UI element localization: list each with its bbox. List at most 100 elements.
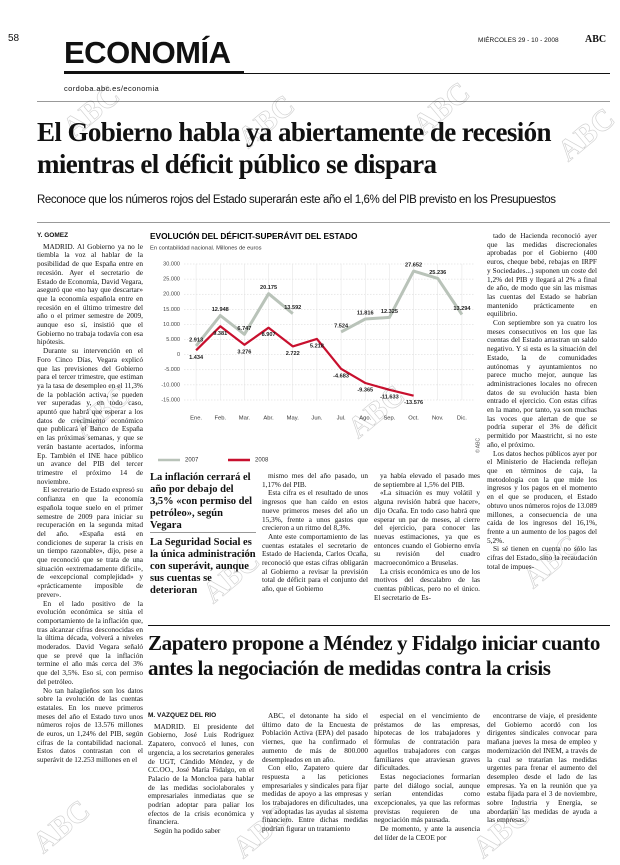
x-tick-label: Jun. bbox=[311, 416, 322, 422]
x-tick-label: Nov. bbox=[432, 416, 444, 422]
page-number: 58 bbox=[8, 33, 20, 44]
paragraph: Con septiembre son ya cuatro los meses c… bbox=[487, 318, 597, 449]
y-tick-label: 30.000 bbox=[163, 261, 180, 267]
data-label: 13.592 bbox=[284, 305, 301, 311]
y-tick-label: 25.000 bbox=[163, 277, 180, 283]
data-label: 20.175 bbox=[260, 285, 277, 291]
x-tick-label: Abr. bbox=[263, 416, 274, 422]
y-tick-label: -5.000 bbox=[164, 367, 180, 373]
text-column: mismo mes del año pasado, un 1,17% del P… bbox=[262, 472, 368, 622]
date: MIÉRCOLES 29 - 10 - 2008 bbox=[478, 37, 559, 44]
paragraph: Esta cifra es el resultado de unos ingre… bbox=[262, 488, 368, 533]
paragraph: Con ello, Zapatero quiere dar respuesta … bbox=[262, 763, 368, 834]
x-tick-label: Oct. bbox=[408, 416, 419, 422]
data-line bbox=[194, 269, 464, 347]
chart-subtitle: En contabilidad nacional. Millones de eu… bbox=[150, 246, 262, 252]
text-column: ABC, el detonante ha sido el último dato… bbox=[262, 712, 368, 843]
y-tick-label: 0 bbox=[177, 352, 180, 358]
data-label: 8.907 bbox=[262, 332, 276, 338]
paragraph: Si sé tienen en cuenta no sólo las cifra… bbox=[487, 544, 597, 571]
data-label: 2.722 bbox=[286, 351, 300, 357]
text-column: tado de Hacienda reconoció ayer que las … bbox=[487, 232, 597, 622]
rule bbox=[37, 101, 610, 102]
y-tick-label: 15.000 bbox=[163, 307, 180, 313]
paragraph: ya había elevado el pasado mes de septie… bbox=[374, 472, 480, 489]
data-label: 7.524 bbox=[334, 323, 349, 329]
paragraph: «La situación es muy volátil y alguna re… bbox=[374, 488, 480, 568]
paragraph: encontrarse de viaje, el presidente del … bbox=[487, 712, 597, 825]
x-tick-label: Ene. bbox=[190, 416, 202, 422]
text-column: encontrarse de viaje, el presidente del … bbox=[487, 712, 597, 843]
subheadline: Reconoce que los números rojos del Estad… bbox=[37, 194, 556, 206]
rule bbox=[148, 625, 610, 626]
paragraph: De momento, y ante la ausencia del líder… bbox=[374, 824, 480, 842]
rule bbox=[64, 71, 244, 74]
text-column: Y. GÓMEZ MADRID. Al Gobierno ya no le ti… bbox=[37, 232, 143, 843]
x-tick-label: Dic. bbox=[457, 416, 467, 422]
paragraph: ABC, el detonante ha sido el último dato… bbox=[262, 712, 368, 764]
paragraph: Durante su intervención en el Foro Cinco… bbox=[37, 346, 143, 486]
y-tick-label: -10.000 bbox=[161, 382, 180, 388]
data-label: 27.652 bbox=[405, 263, 422, 269]
paragraph: Los datos hechos públicos ayer por el Mi… bbox=[487, 448, 597, 545]
y-tick-label: -15.000 bbox=[161, 397, 180, 403]
data-label: 1.434 bbox=[189, 355, 204, 361]
pull-quote: La inflación cerrará el año por debajo d… bbox=[150, 472, 253, 531]
byline: Y. GÓMEZ bbox=[37, 232, 69, 239]
x-tick-label: Ago. bbox=[359, 416, 371, 422]
data-label: -11.633 bbox=[380, 394, 399, 400]
text-column: especial en el vencimiento de préstamos … bbox=[374, 712, 480, 843]
section-title: ECONOMÍA bbox=[64, 35, 231, 70]
x-tick-label: May. bbox=[287, 416, 300, 422]
paragraph: tado de Hacienda reconoció ayer que las … bbox=[487, 232, 597, 319]
paragraph: especial en el vencimiento de préstamos … bbox=[374, 712, 480, 773]
data-label: -9.365 bbox=[357, 387, 373, 393]
data-label: 5.218 bbox=[310, 343, 324, 349]
source-note: © ABC bbox=[474, 438, 481, 453]
data-label: 25.236 bbox=[429, 270, 446, 276]
data-label: 6.747 bbox=[237, 326, 251, 332]
paragraph: MADRID. Al Gobierno ya no le tiembla la … bbox=[37, 241, 143, 347]
chart: EVOLUCIÓN DEL DÉFICIT-SUPERÁVIT DEL ESTA… bbox=[150, 230, 481, 464]
rule bbox=[37, 222, 610, 223]
data-label: 9.381 bbox=[213, 331, 227, 337]
data-label: 12.325 bbox=[381, 309, 398, 315]
paragraph: Según ha podido saber bbox=[154, 826, 221, 836]
data-label: 13.294 bbox=[453, 306, 471, 312]
paragraph: mismo mes del año pasado, un 1,17% del P… bbox=[262, 472, 368, 489]
headline: El Gobierno habla ya abiertamente de rec… bbox=[37, 117, 552, 179]
paragraph: En el lado positivo de la evolución econ… bbox=[37, 598, 143, 686]
paragraph: La crisis económica es uno de los motivo… bbox=[374, 566, 480, 602]
x-tick-label: Sep. bbox=[383, 416, 395, 422]
paragraph: No tan halagüeños son los datos sobre la… bbox=[37, 685, 143, 765]
page: 58 ECONOMÍA cordoba.abc.es/economia MIÉR… bbox=[8, 33, 620, 865]
data-line bbox=[195, 325, 414, 397]
rule bbox=[150, 532, 256, 533]
section-url: cordoba.abc.es/economia bbox=[64, 84, 160, 93]
data-label: -13.576 bbox=[404, 400, 423, 406]
legend-label: 2008 bbox=[255, 458, 269, 464]
paragraph: El secretario de Estado expresó su confi… bbox=[37, 485, 143, 599]
paragraph: Estas negociaciones formarían parte del … bbox=[374, 771, 480, 825]
pull-quote: La Seguridad Social es la única administ… bbox=[150, 537, 256, 596]
chart-title: EVOLUCIÓN DEL DÉFICIT-SUPERÁVIT DEL ESTA… bbox=[150, 230, 358, 241]
data-label: 11.816 bbox=[357, 310, 374, 316]
data-label: 3.276 bbox=[237, 349, 251, 355]
brand: ABC bbox=[585, 34, 607, 45]
text-column: M. VÁZQUEZ DEL RÍO MADRID. El presidente… bbox=[148, 712, 254, 843]
text-column: ya había elevado el pasado mes de septie… bbox=[374, 472, 480, 622]
rule bbox=[64, 73, 610, 74]
data-label: -4.683 bbox=[333, 373, 349, 379]
paragraph: Ante este comportamiento de las cuentas … bbox=[262, 531, 368, 594]
y-tick-label: 20.000 bbox=[163, 292, 180, 298]
y-tick-label: 5.000 bbox=[166, 337, 180, 343]
data-label: 2.913 bbox=[189, 337, 203, 343]
data-label: 12.948 bbox=[212, 307, 229, 313]
headline: Zapatero propone a Méndez y Fidalgo inic… bbox=[148, 631, 600, 680]
byline: M. VÁZQUEZ DEL RÍO bbox=[148, 712, 217, 719]
x-tick-label: Mar. bbox=[239, 416, 251, 422]
paragraph: MADRID. El presidente del Gobierno, José… bbox=[148, 721, 254, 827]
x-tick-label: Feb. bbox=[214, 416, 226, 422]
y-tick-label: 10.000 bbox=[163, 322, 180, 328]
x-tick-label: Jul. bbox=[337, 416, 346, 422]
